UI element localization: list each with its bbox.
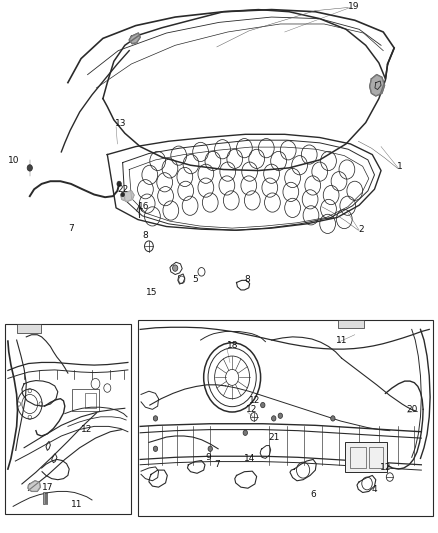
Bar: [85, 393, 96, 408]
Text: 11: 11: [336, 336, 348, 344]
Text: 9: 9: [205, 453, 211, 462]
Text: 16: 16: [138, 203, 149, 211]
Circle shape: [278, 413, 283, 418]
Text: 10: 10: [8, 157, 19, 165]
Polygon shape: [370, 75, 385, 96]
Circle shape: [153, 446, 158, 451]
Text: 21: 21: [268, 433, 279, 441]
Text: 2: 2: [358, 225, 364, 233]
Text: 19: 19: [348, 2, 360, 11]
Bar: [17, 324, 41, 333]
Circle shape: [173, 265, 178, 271]
Text: 12: 12: [81, 425, 92, 434]
Circle shape: [117, 181, 121, 187]
Text: 4: 4: [371, 485, 377, 494]
Text: 7: 7: [68, 224, 74, 232]
Circle shape: [153, 416, 158, 421]
Text: 20: 20: [406, 405, 418, 414]
Text: 12: 12: [249, 397, 260, 405]
Bar: [138, 320, 433, 516]
Text: 5: 5: [192, 275, 198, 284]
Text: 22: 22: [117, 185, 129, 193]
Circle shape: [331, 416, 335, 421]
Circle shape: [272, 416, 276, 421]
Bar: [43, 492, 45, 504]
Circle shape: [261, 402, 265, 408]
Polygon shape: [129, 33, 140, 44]
Text: 14: 14: [244, 454, 256, 463]
Text: 13: 13: [115, 119, 126, 128]
Text: 17: 17: [42, 483, 53, 491]
Text: 12: 12: [246, 405, 258, 414]
Polygon shape: [121, 191, 134, 201]
Circle shape: [243, 430, 247, 435]
Text: 15: 15: [146, 288, 158, 296]
Bar: [5, 324, 131, 514]
Text: 8: 8: [142, 231, 148, 240]
Text: 18: 18: [227, 341, 239, 350]
Text: 11: 11: [71, 500, 82, 508]
Text: 6: 6: [310, 490, 316, 499]
Bar: [345, 442, 387, 472]
Polygon shape: [28, 481, 40, 491]
Bar: [72, 389, 99, 411]
Bar: [369, 447, 383, 468]
Circle shape: [208, 446, 212, 451]
Text: 12: 12: [380, 464, 392, 472]
Bar: [350, 447, 366, 468]
Text: 1: 1: [397, 162, 403, 171]
Bar: [338, 320, 364, 328]
Bar: [46, 492, 47, 504]
Circle shape: [121, 192, 124, 197]
Text: 8: 8: [244, 275, 250, 284]
Circle shape: [27, 165, 32, 171]
Text: 7: 7: [215, 461, 220, 469]
